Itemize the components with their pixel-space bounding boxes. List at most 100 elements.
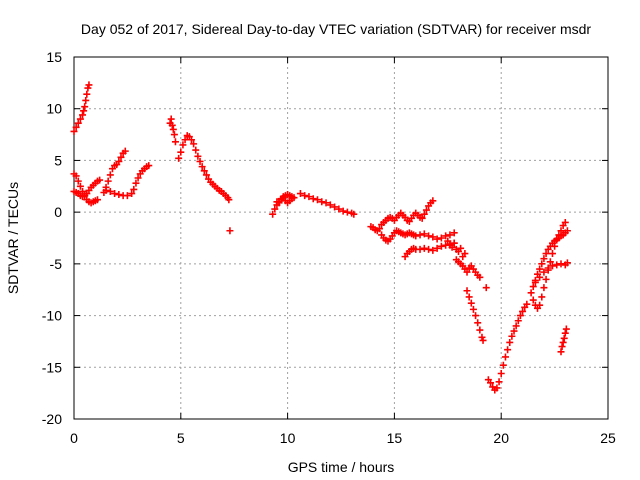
data-point xyxy=(540,255,548,263)
y-tick-label: -15 xyxy=(42,359,62,375)
data-point xyxy=(192,146,200,154)
data-point xyxy=(558,343,566,351)
series-arc-a xyxy=(70,81,93,135)
data-point xyxy=(416,231,424,239)
data-point xyxy=(416,245,424,253)
y-tick-label: 5 xyxy=(54,152,62,168)
data-point xyxy=(437,234,445,242)
x-tick-label: 5 xyxy=(177,430,185,446)
data-point xyxy=(501,353,509,361)
data-points xyxy=(70,81,571,394)
data-point xyxy=(132,179,140,187)
data-point xyxy=(529,296,537,304)
data-point xyxy=(226,227,234,235)
data-point xyxy=(309,195,317,203)
data-point xyxy=(412,232,420,240)
data-point xyxy=(74,119,82,127)
data-point xyxy=(499,361,507,369)
data-point xyxy=(335,205,343,213)
data-point xyxy=(288,195,296,203)
data-point xyxy=(269,210,277,218)
data-point xyxy=(497,369,505,377)
y-tick-label: -10 xyxy=(42,308,62,324)
series-arc-o xyxy=(444,237,469,261)
series-arc-r xyxy=(482,284,490,292)
series-arc-f xyxy=(166,115,179,146)
series-arc-s xyxy=(484,300,531,394)
data-point xyxy=(542,275,550,283)
data-point xyxy=(467,299,475,307)
data-point xyxy=(561,329,569,337)
data-point xyxy=(495,378,503,386)
data-point xyxy=(196,157,204,165)
data-point xyxy=(181,136,189,144)
data-point xyxy=(314,196,322,204)
data-point xyxy=(461,250,469,258)
data-point xyxy=(562,325,570,333)
data-point xyxy=(531,278,539,286)
data-point xyxy=(538,293,546,301)
data-point xyxy=(271,205,279,213)
data-point xyxy=(85,81,93,89)
data-point xyxy=(448,243,456,251)
x-tick-label: 25 xyxy=(600,430,616,446)
data-point xyxy=(296,190,304,198)
data-point xyxy=(546,258,554,266)
data-point xyxy=(425,245,433,253)
data-point xyxy=(476,273,484,281)
data-point xyxy=(79,111,87,119)
data-point xyxy=(305,193,313,201)
data-point xyxy=(134,174,142,182)
data-point xyxy=(76,182,84,190)
data-point xyxy=(115,157,123,165)
data-point xyxy=(76,115,84,123)
series-arc-p xyxy=(452,256,484,281)
data-point xyxy=(557,260,565,268)
axis-ticks xyxy=(73,56,609,420)
data-point xyxy=(429,246,437,254)
data-point xyxy=(168,121,176,129)
data-point xyxy=(422,206,430,214)
y-tick-label: 10 xyxy=(46,101,62,117)
data-point xyxy=(553,261,561,269)
data-point xyxy=(433,235,441,243)
data-point xyxy=(476,326,484,334)
data-point xyxy=(523,300,531,308)
chart-title: Day 052 of 2017, Sidereal Day-to-day VTE… xyxy=(81,21,591,37)
data-point xyxy=(425,232,433,240)
data-point xyxy=(418,214,426,222)
data-point xyxy=(177,148,185,156)
data-point xyxy=(510,327,518,335)
y-tick-labels: -20 -15 -10 -5 0 5 10 15 xyxy=(42,49,62,427)
data-point xyxy=(225,196,233,204)
data-point xyxy=(121,147,129,155)
data-point xyxy=(72,123,80,131)
data-point xyxy=(420,244,428,252)
data-point xyxy=(504,346,512,354)
data-point xyxy=(450,229,458,237)
data-point xyxy=(516,312,524,320)
data-point xyxy=(350,210,358,218)
data-point xyxy=(111,190,119,198)
data-point xyxy=(130,185,138,193)
data-point xyxy=(331,203,339,211)
y-tick-label: -5 xyxy=(50,256,63,272)
data-point xyxy=(560,334,568,342)
series-arc-g xyxy=(175,132,233,204)
data-point xyxy=(463,287,471,295)
data-point xyxy=(301,192,309,200)
x-tick-label: 15 xyxy=(387,430,403,446)
data-point xyxy=(493,384,501,392)
data-point xyxy=(106,171,114,179)
series-arc-n xyxy=(401,239,458,261)
data-point xyxy=(542,250,550,258)
data-point xyxy=(123,192,131,200)
data-point xyxy=(514,317,522,325)
x-tick-label: 20 xyxy=(493,430,509,446)
series-arc-c xyxy=(70,176,104,201)
data-point xyxy=(482,284,490,292)
x-axis-label: GPS time / hours xyxy=(288,459,395,475)
data-point xyxy=(519,307,527,315)
